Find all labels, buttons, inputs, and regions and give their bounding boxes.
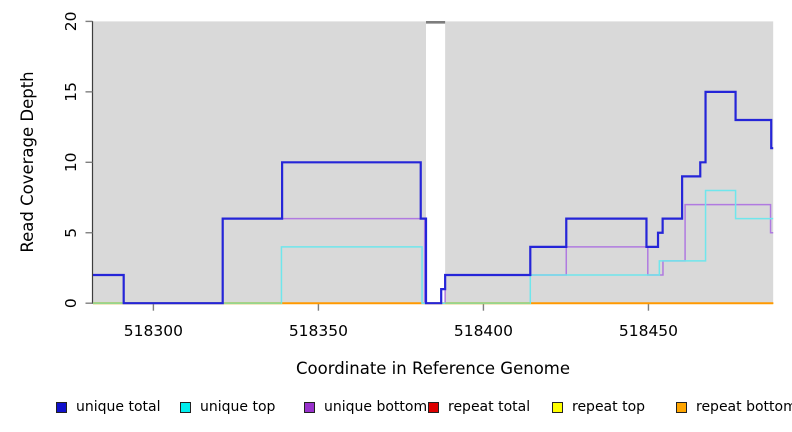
x-tick-label: 518450 bbox=[619, 322, 678, 340]
legend-label: repeat bottom bbox=[696, 399, 792, 415]
legend-swatch-icon bbox=[428, 401, 439, 413]
legend-item-repeat-bottom: repeat bottom bbox=[676, 397, 792, 417]
legend-item-unique-total: unique total bbox=[56, 397, 160, 417]
series-line-unique-top bbox=[93, 189, 774, 304]
x-tick-label: 518350 bbox=[289, 322, 348, 340]
legend-swatch-icon bbox=[180, 401, 191, 413]
y-tick-label: 5 bbox=[62, 228, 80, 238]
legend-swatch-icon bbox=[304, 401, 315, 413]
series-line-unique-total bbox=[93, 90, 774, 305]
legend-label: unique top bbox=[200, 399, 276, 415]
legend-swatch-icon bbox=[56, 401, 67, 413]
y-tick-label: 0 bbox=[62, 298, 80, 308]
legend-item-unique-top: unique top bbox=[180, 397, 275, 417]
legend-swatch-icon bbox=[552, 401, 563, 413]
legend-label: repeat total bbox=[448, 399, 531, 415]
y-axis-title: Read Coverage Depth bbox=[18, 71, 37, 252]
masked-gap-band bbox=[426, 21, 446, 304]
legend-item-repeat-top: repeat top bbox=[552, 397, 645, 417]
legend-swatch-icon bbox=[676, 401, 687, 413]
legend-item-repeat-total: repeat total bbox=[428, 397, 530, 417]
legend: unique total unique top unique bottom repea… bbox=[0, 397, 792, 421]
y-tick-label: 20 bbox=[62, 12, 80, 32]
legend-label: unique total bbox=[76, 399, 161, 415]
x-tick-label: 518400 bbox=[454, 322, 513, 340]
x-tick-label: 518300 bbox=[124, 322, 183, 340]
x-axis-title: Coordinate in Reference Genome bbox=[296, 359, 570, 378]
legend-label: unique bottom bbox=[324, 399, 428, 415]
series-line-unique-bottom bbox=[93, 203, 774, 304]
legend-label: repeat top bbox=[572, 399, 646, 415]
y-tick-label: 10 bbox=[62, 152, 80, 172]
y-tick-label: 15 bbox=[62, 82, 80, 102]
legend-item-unique-bottom: unique bottom bbox=[304, 397, 427, 417]
